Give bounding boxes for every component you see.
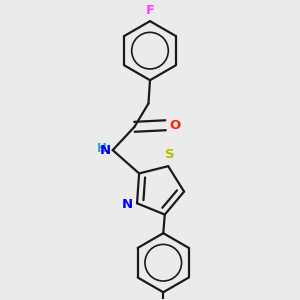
Text: H: H (97, 142, 107, 155)
Text: S: S (165, 148, 175, 161)
Text: F: F (146, 4, 154, 17)
Text: N: N (100, 144, 111, 157)
Text: O: O (169, 119, 181, 132)
Text: N: N (122, 198, 133, 211)
